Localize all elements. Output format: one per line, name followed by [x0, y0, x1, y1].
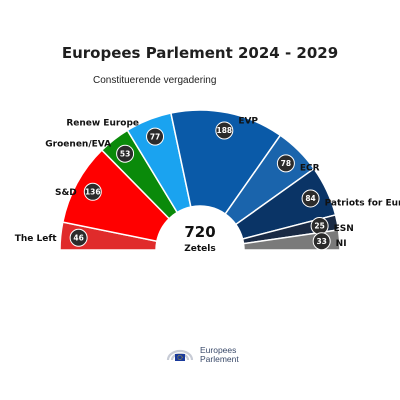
- seat-count-evp: 188: [216, 126, 232, 135]
- seat-count-s-d: 136: [85, 187, 101, 196]
- seat-bubble-ni: [312, 232, 331, 251]
- party-label-the-left: The Left: [15, 234, 58, 244]
- seat-count-ecr: 78: [281, 159, 291, 168]
- logo-text-line1: Europees: [200, 345, 237, 355]
- party-label-evp: EVP: [238, 116, 258, 126]
- seat-bubble-patriots-for-europe: [301, 189, 320, 208]
- seat-count-the-left: 46: [73, 233, 83, 242]
- party-label-esn: ESN: [334, 224, 354, 234]
- seat-bubble-the-left: [69, 228, 88, 247]
- seat-bubble-groenen-eva: [116, 144, 135, 163]
- total-seats: 720: [184, 223, 215, 241]
- seat-count-esn: 25: [314, 222, 324, 231]
- seat-count-patriots-for-europe: 84: [305, 194, 315, 203]
- party-label-ecr: ECR: [300, 163, 320, 173]
- seat-bubble-evp: [215, 121, 234, 140]
- hemicycle-labels: 46 The Left 136 S&D 53 Groenen/EVA 77 Renew Eur…: [15, 116, 400, 251]
- seat-count-groenen-eva: 53: [120, 149, 130, 158]
- ep-hemicycle-icon: [166, 349, 194, 361]
- chart-title: Europees Parlement 2024 - 2029: [61, 44, 339, 62]
- seat-bubble-renew-europe: [146, 127, 165, 146]
- party-label-renew-europe: Renew Europe: [66, 119, 139, 129]
- ep-logo: Europees Parlement: [165, 346, 239, 364]
- seat-count-ni: 33: [316, 237, 326, 246]
- chart-subtitle: Constituerende vergadering: [93, 75, 217, 86]
- logo-text-line2: Parlement: [200, 354, 239, 364]
- party-label-groenen-eva: Groenen/EVA: [45, 140, 111, 150]
- seat-count-renew-europe: 77: [150, 132, 160, 141]
- total-seats-caption: Zetels: [184, 244, 215, 254]
- seat-bubble-s-d: [83, 182, 102, 201]
- party-label-ni: NI: [336, 239, 347, 249]
- party-label-patriots-for-europe: Patriots for Europe: [325, 198, 400, 208]
- slice-evp: [170, 109, 282, 216]
- seat-bubble-ecr: [276, 154, 295, 173]
- party-label-s-d: S&D: [55, 188, 77, 198]
